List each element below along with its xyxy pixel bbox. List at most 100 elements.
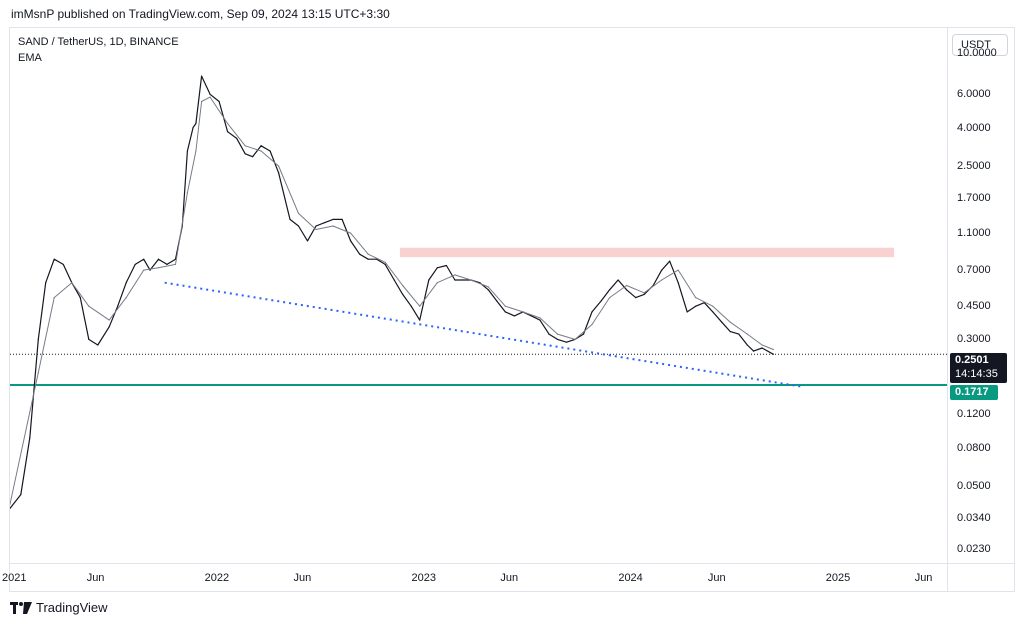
price-point: [218, 100, 220, 103]
price-point: [746, 344, 748, 346]
price-point: [260, 145, 262, 147]
price-point: [192, 126, 194, 129]
price-point: [108, 326, 110, 328]
price-point: [166, 263, 168, 266]
price-point: [609, 289, 611, 291]
time-axis[interactable]: [10, 563, 947, 591]
price-axis[interactable]: [947, 28, 1014, 563]
time-tick-label: Jun: [500, 572, 519, 584]
price-point: [341, 218, 343, 221]
price-point: [721, 321, 723, 323]
price-point: [244, 153, 246, 155]
ema-point: [71, 282, 73, 284]
time-tick-label: Jun: [707, 572, 726, 584]
time-tick-label: 2021: [2, 572, 27, 584]
time-tick-label: 2025: [825, 572, 851, 584]
ema-point: [200, 100, 203, 103]
price-point: [384, 263, 386, 266]
price-point: [10, 507, 11, 510]
price-point: [269, 150, 271, 152]
price-point: [712, 311, 714, 313]
brand-label: TradingView: [36, 600, 108, 615]
price-point: [752, 350, 755, 352]
ema-point: [244, 145, 246, 147]
chart-plot-area[interactable]: [10, 28, 947, 563]
price-point: [209, 93, 211, 95]
ema-point: [772, 348, 774, 351]
last-price-value: 0.2501: [955, 354, 989, 366]
ema-point: [174, 263, 177, 266]
bar-countdown: 14:14:35: [955, 368, 998, 380]
chart-frame: [9, 27, 1015, 592]
price-point: [367, 258, 369, 260]
legend-indicator[interactable]: EMA: [18, 52, 42, 64]
ema-point: [522, 311, 524, 313]
price-point: [669, 260, 671, 262]
ema-point: [504, 305, 506, 307]
price-point: [635, 297, 637, 299]
price-point: [729, 331, 731, 333]
footer-brand[interactable]: TradingView: [10, 600, 108, 615]
price-point: [29, 437, 31, 439]
price-point: [359, 253, 361, 255]
ema-point: [315, 228, 317, 231]
price-point: [350, 240, 352, 242]
ema-point: [539, 317, 541, 319]
ema-point: [108, 319, 110, 321]
price-point: [617, 279, 619, 281]
price-point: [251, 156, 254, 158]
price-point: [88, 338, 90, 340]
price-point: [315, 225, 317, 227]
ema-point: [729, 321, 731, 323]
axis-corner[interactable]: [947, 563, 1014, 591]
price-tick-label: 0.3000: [957, 333, 991, 346]
price-point: [227, 131, 229, 133]
price-point: [761, 347, 763, 349]
ema-point: [695, 297, 697, 299]
legend-symbol: SAND / TetherUS, 1D, BINANCE: [18, 36, 179, 48]
price-chart-svg[interactable]: [10, 28, 947, 563]
price-point: [157, 258, 160, 260]
price-point: [436, 267, 438, 269]
ema-point: [332, 225, 334, 227]
ema-point: [470, 279, 472, 281]
time-tick-label: Jun: [293, 572, 312, 584]
price-tick-label: 0.0800: [957, 441, 991, 454]
ema-point: [143, 269, 145, 271]
price-tick-label: 6.0000: [957, 88, 991, 101]
resistance-zone: [399, 247, 895, 258]
price-tick-label: 0.0230: [957, 543, 991, 556]
price-point: [513, 315, 515, 317]
ema-point: [367, 253, 369, 255]
ema-point: [487, 286, 489, 288]
ema-point: [402, 284, 404, 287]
ema-point: [677, 269, 679, 271]
price-point: [504, 311, 506, 313]
price-point: [738, 333, 740, 335]
price-point: [53, 258, 55, 260]
currency-button[interactable]: USDT: [952, 34, 1008, 56]
ema-point: [384, 261, 386, 263]
price-point: [174, 258, 177, 260]
price-point: [402, 293, 404, 296]
time-tick-label: Jun: [86, 572, 105, 584]
ema-point: [209, 96, 211, 98]
price-point: [410, 305, 412, 307]
price-point: [582, 333, 585, 335]
price-tick-label: 0.1200: [957, 408, 991, 421]
price-tick-label: 1.1000: [957, 227, 991, 240]
ema-point: [556, 333, 559, 335]
price-tick-label: 2.5000: [957, 159, 991, 172]
price-point: [143, 258, 145, 260]
last-price-badge: 0.2501 14:14:35: [950, 353, 1007, 383]
ema-point: [260, 150, 262, 152]
ema-series-line: [10, 96, 774, 505]
ema-point: [746, 333, 748, 335]
ema-point: [157, 267, 160, 269]
price-point: [97, 344, 99, 346]
price-point: [289, 218, 291, 221]
price-point: [530, 315, 532, 317]
ema-point: [591, 323, 593, 326]
ema-point: [626, 284, 628, 287]
ema-point: [643, 292, 645, 294]
